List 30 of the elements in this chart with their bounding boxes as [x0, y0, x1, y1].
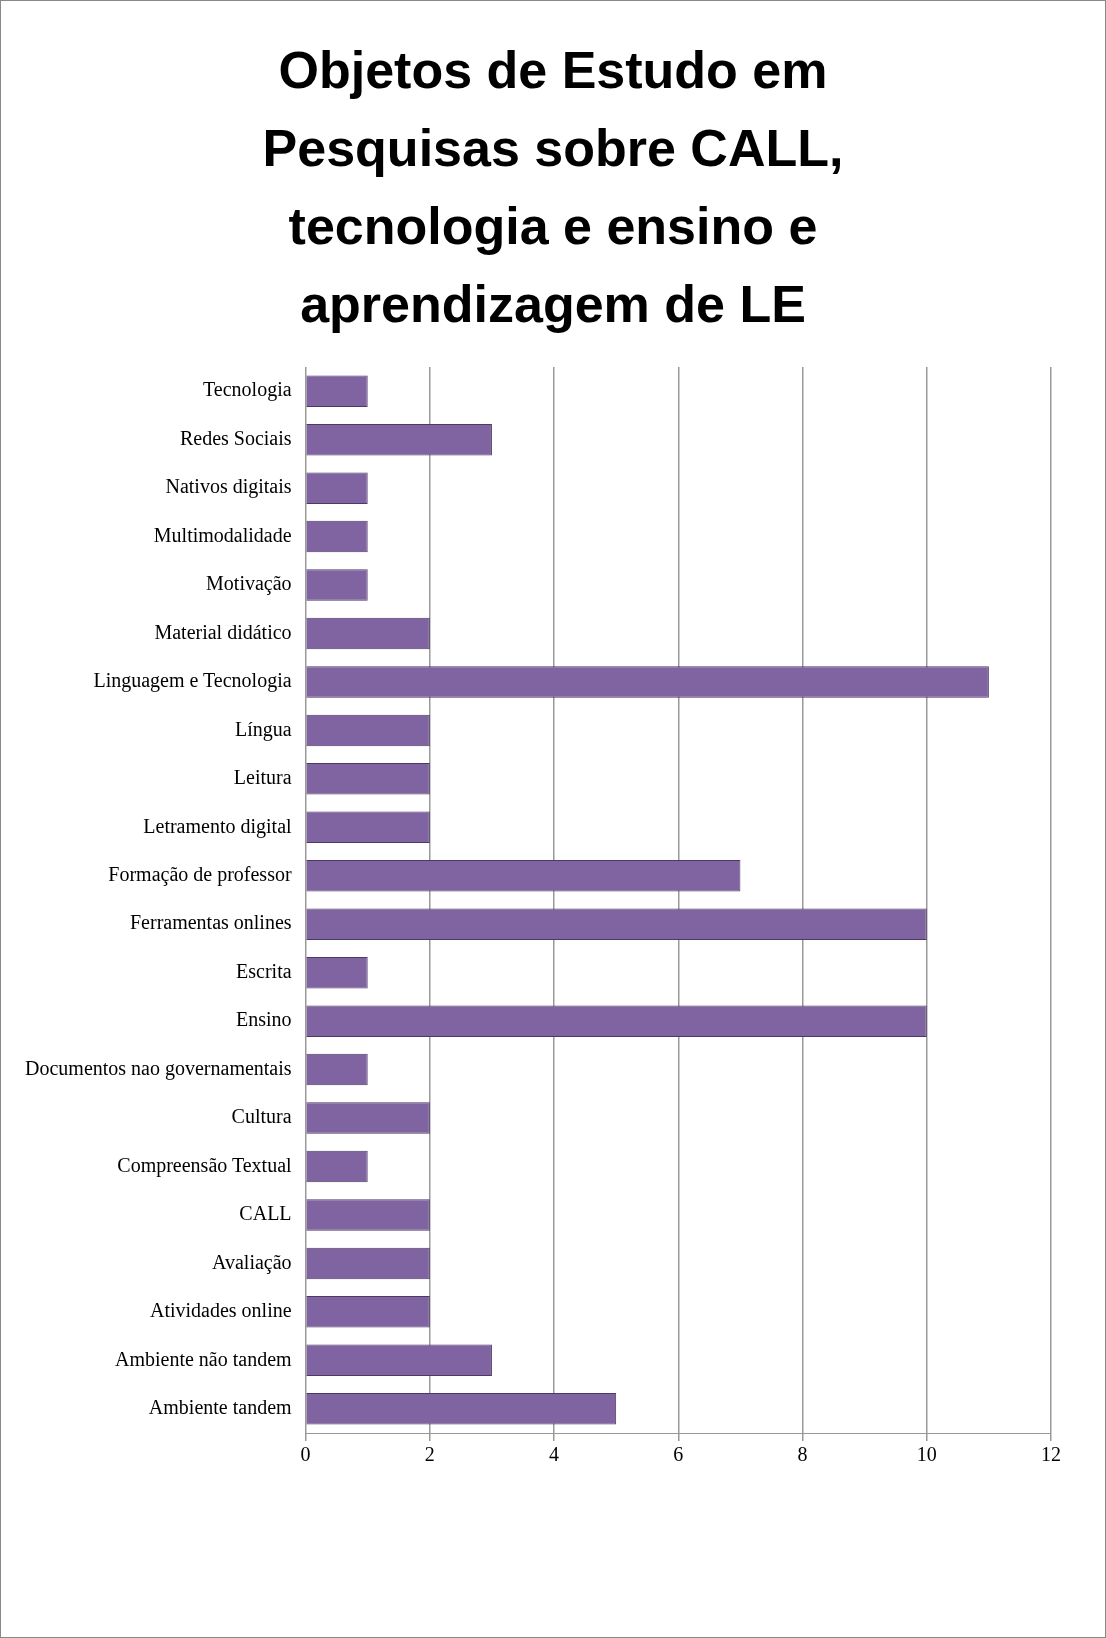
- x-tick-label: 4: [549, 1443, 560, 1466]
- y-tick-label: Motivação: [206, 572, 292, 596]
- y-tick-label: Letramento digital: [143, 814, 293, 838]
- y-tick-label: Material didático: [154, 620, 292, 643]
- y-tick-label: Tecnologia: [203, 378, 292, 402]
- y-tick-label: Compreensão Textual: [117, 1153, 293, 1177]
- y-tick-label: Ambiente tandem: [148, 1396, 293, 1419]
- y-tick-label: Avaliação: [212, 1250, 292, 1274]
- x-tick-label: 2: [424, 1443, 435, 1466]
- y-tick-label: Formação de professor: [108, 863, 292, 887]
- y-tick-label: Atividades online: [149, 1299, 292, 1322]
- y-tick-label: Nativos digitais: [165, 475, 292, 499]
- chart-title: Objetos de Estudo em Pesquisas sobre CALL, tecnologia e ensino e aprendizagem de LE: [261, 40, 845, 335]
- y-tick-label: Multimodalidade: [153, 523, 292, 546]
- y-tick-label: Leitura: [233, 766, 292, 789]
- y-tick-label: Língua: [234, 717, 292, 741]
- y-tick-label: Redes Sociais: [179, 426, 292, 449]
- x-tick-label: 8: [797, 1443, 808, 1466]
- y-tick-label: Linguagem e Tecnologia: [93, 669, 292, 693]
- y-tick-label: Documentos nao governamentais: [25, 1056, 292, 1080]
- y-tick-label: Ensino: [236, 1008, 292, 1031]
- y-tick-label: Ferramentas onlines: [129, 911, 292, 934]
- y-tick-label: CALL: [239, 1202, 292, 1225]
- x-tick-label: 6: [673, 1443, 684, 1466]
- x-tick-label: 12: [1041, 1443, 1061, 1466]
- y-tick-label: Escrita: [236, 959, 292, 982]
- y-tick-label: Cultura: [231, 1105, 292, 1128]
- x-tick-label: 0: [300, 1443, 311, 1466]
- x-tick-label: 10: [916, 1443, 937, 1466]
- y-tick-label: Ambiente não tandem: [114, 1347, 293, 1370]
